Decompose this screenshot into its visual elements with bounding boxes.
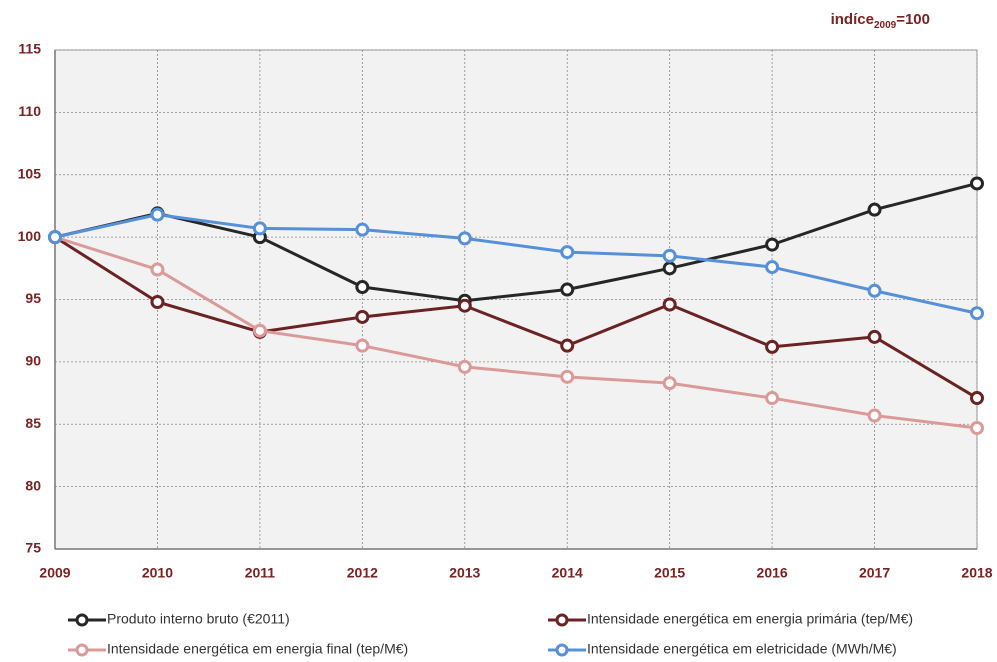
legend-label: Intensidade energética em energia final … xyxy=(107,641,408,657)
point xyxy=(355,222,370,237)
y-tick-label: 115 xyxy=(18,41,41,57)
point xyxy=(150,294,165,309)
x-tick-label: 2009 xyxy=(39,565,70,581)
point xyxy=(150,207,165,222)
y-tick-label: 75 xyxy=(25,540,41,556)
point xyxy=(662,248,677,263)
point xyxy=(765,339,780,354)
point xyxy=(252,323,267,338)
series-line xyxy=(54,182,978,303)
point xyxy=(867,408,882,423)
x-tick-label: 2018 xyxy=(961,565,992,581)
point xyxy=(457,231,472,246)
point xyxy=(457,298,472,313)
point xyxy=(48,230,62,245)
y-tick-label: 100 xyxy=(18,228,42,244)
annotation: indíce2009=100 xyxy=(831,11,930,31)
point xyxy=(560,338,575,353)
point xyxy=(560,282,575,297)
annotation-tail: =100 xyxy=(896,11,930,28)
point xyxy=(867,329,882,344)
legend-marker xyxy=(75,643,89,657)
point xyxy=(150,262,165,277)
point xyxy=(662,376,677,391)
point xyxy=(970,420,984,435)
annotation-text: indíce xyxy=(831,11,874,28)
legend-marker xyxy=(555,613,569,627)
point xyxy=(662,261,677,276)
legend-label: Produto interno bruto (€2011) xyxy=(107,611,290,627)
x-tick-label: 2013 xyxy=(449,565,480,581)
point xyxy=(867,283,882,298)
x-tick-label: 2017 xyxy=(859,565,890,581)
y-tick-label: 110 xyxy=(18,103,41,119)
series-line xyxy=(54,213,978,315)
x-tick-label: 2012 xyxy=(347,565,378,581)
point xyxy=(560,245,575,260)
point xyxy=(765,237,780,252)
point xyxy=(765,260,780,275)
legend-marker xyxy=(555,643,569,657)
annotation-sub: 2009 xyxy=(874,20,897,31)
x-tick-label: 2014 xyxy=(552,565,583,581)
y-tick-label: 80 xyxy=(25,477,41,493)
point xyxy=(355,338,370,353)
x-tick-label: 2011 xyxy=(245,565,276,581)
point xyxy=(970,176,984,191)
legend-marker xyxy=(75,613,89,627)
legend-label: Intensidade energética em energia primár… xyxy=(587,611,913,627)
point xyxy=(457,359,472,374)
point xyxy=(867,202,882,217)
x-tick-label: 2016 xyxy=(757,565,788,581)
point xyxy=(765,391,780,406)
point xyxy=(662,297,677,312)
x-tick-label: 2010 xyxy=(142,565,173,581)
point xyxy=(970,391,984,406)
point xyxy=(970,306,984,321)
series-line xyxy=(54,235,978,430)
y-tick-label: 95 xyxy=(25,290,41,306)
point xyxy=(560,369,575,384)
point xyxy=(355,309,370,324)
y-tick-label: 105 xyxy=(18,165,42,181)
y-tick-label: 85 xyxy=(25,415,41,431)
point xyxy=(252,221,267,236)
y-tick-label: 90 xyxy=(25,353,41,369)
legend-label: Intensidade energética em eletricidade (… xyxy=(587,641,897,657)
x-tick-label: 2015 xyxy=(654,565,685,581)
point xyxy=(355,280,370,295)
series-line xyxy=(54,235,978,400)
